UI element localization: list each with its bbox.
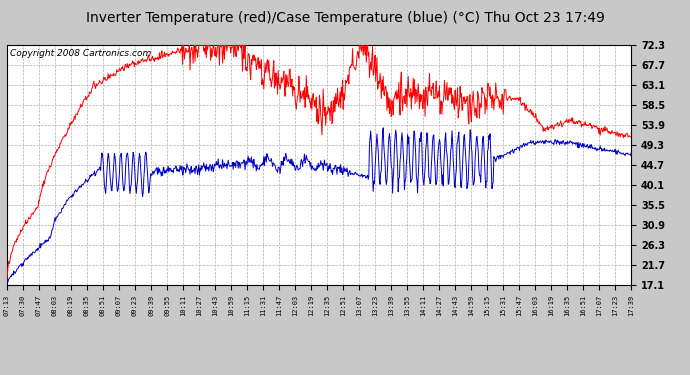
Text: Copyright 2008 Cartronics.com: Copyright 2008 Cartronics.com	[10, 49, 151, 58]
Text: Inverter Temperature (red)/Case Temperature (blue) (°C) Thu Oct 23 17:49: Inverter Temperature (red)/Case Temperat…	[86, 11, 604, 25]
